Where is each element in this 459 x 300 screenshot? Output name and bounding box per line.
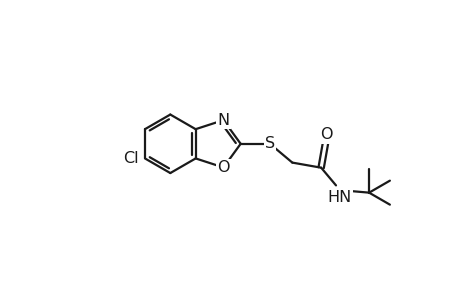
Text: O: O <box>319 128 332 142</box>
Text: O: O <box>217 160 229 175</box>
Text: N: N <box>217 112 229 128</box>
Text: Cl: Cl <box>123 151 139 166</box>
Text: HN: HN <box>327 190 351 205</box>
Text: S: S <box>264 136 274 151</box>
